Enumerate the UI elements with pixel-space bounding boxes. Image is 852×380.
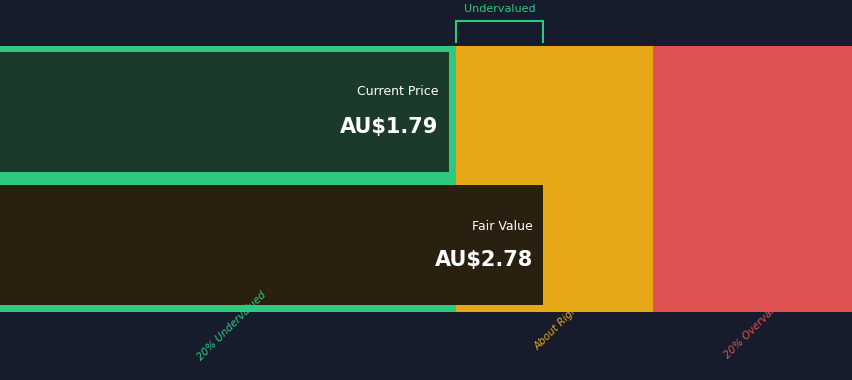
Bar bbox=[0, 52, 448, 172]
Text: 35.6%: 35.6% bbox=[465, 0, 533, 2]
Bar bbox=[0, 185, 543, 305]
Text: 20% Overvalued: 20% Overvalued bbox=[722, 293, 790, 361]
Text: Current Price: Current Price bbox=[356, 85, 438, 98]
Text: Undervalued: Undervalued bbox=[463, 5, 535, 14]
Text: About Right: About Right bbox=[532, 301, 583, 352]
Bar bbox=[0, 46, 456, 312]
Text: AU$1.79: AU$1.79 bbox=[340, 117, 438, 137]
Bar bbox=[652, 46, 852, 312]
Bar bbox=[456, 46, 652, 312]
Text: Fair Value: Fair Value bbox=[472, 220, 532, 233]
Text: 20% Undervalued: 20% Undervalued bbox=[195, 290, 268, 363]
Text: AU$2.78: AU$2.78 bbox=[435, 250, 532, 270]
